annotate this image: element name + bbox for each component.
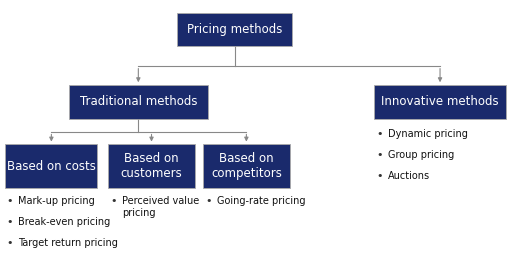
FancyBboxPatch shape <box>5 144 97 188</box>
Text: Innovative methods: Innovative methods <box>381 95 499 108</box>
Text: Mark-up pricing: Mark-up pricing <box>18 196 95 206</box>
Text: •: • <box>377 150 383 160</box>
Text: •: • <box>377 171 383 181</box>
Text: Based on
competitors: Based on competitors <box>211 152 282 180</box>
Text: •: • <box>377 129 383 139</box>
Text: •: • <box>111 196 117 206</box>
Text: Break-even pricing: Break-even pricing <box>18 217 110 227</box>
Text: Target return pricing: Target return pricing <box>18 238 118 248</box>
Text: Based on
customers: Based on customers <box>121 152 182 180</box>
Text: Pricing methods: Pricing methods <box>187 23 282 36</box>
Text: Traditional methods: Traditional methods <box>80 95 197 108</box>
FancyBboxPatch shape <box>374 85 506 119</box>
Text: •: • <box>6 238 13 248</box>
FancyBboxPatch shape <box>69 85 208 119</box>
Text: Perceived value
pricing: Perceived value pricing <box>122 196 200 218</box>
Text: Auctions: Auctions <box>388 171 431 181</box>
Text: Going-rate pricing: Going-rate pricing <box>217 196 306 206</box>
FancyBboxPatch shape <box>108 144 195 188</box>
Text: •: • <box>206 196 212 206</box>
FancyBboxPatch shape <box>203 144 290 188</box>
Text: •: • <box>6 196 13 206</box>
Text: •: • <box>6 217 13 227</box>
Text: Group pricing: Group pricing <box>388 150 455 160</box>
Text: Dynamic pricing: Dynamic pricing <box>388 129 469 139</box>
FancyBboxPatch shape <box>177 13 292 46</box>
Text: Based on costs: Based on costs <box>7 160 96 173</box>
